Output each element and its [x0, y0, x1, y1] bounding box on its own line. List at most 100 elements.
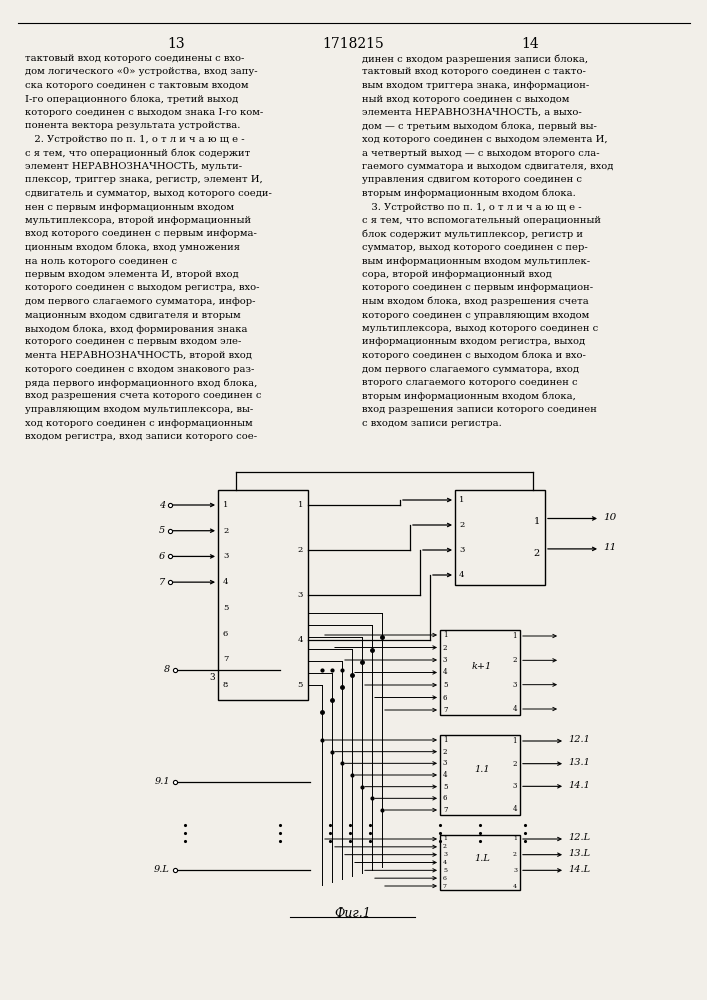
Text: 4: 4	[223, 578, 228, 586]
Text: 4: 4	[513, 805, 517, 813]
Text: с я тем, что операционный блок содержит: с я тем, что операционный блок содержит	[25, 148, 250, 158]
Text: 4: 4	[159, 500, 165, 510]
Text: сумматор, выход которого соединен с пер-: сумматор, выход которого соединен с пер-	[362, 243, 588, 252]
Text: 1.L: 1.L	[474, 854, 490, 863]
Text: ход которого соединен с выходом элемента И,: ход которого соединен с выходом элемента…	[362, 135, 607, 144]
Text: Фиг.1: Фиг.1	[334, 907, 371, 920]
Text: 6: 6	[443, 794, 448, 802]
Text: 6: 6	[223, 630, 228, 638]
Text: ционным входом блока, вход умножения: ционным входом блока, вход умножения	[25, 243, 240, 252]
Text: k+1: k+1	[472, 662, 492, 671]
Text: сдвигатель и сумматор, выход которого соеди-: сдвигатель и сумматор, выход которого со…	[25, 189, 272, 198]
Text: 3: 3	[513, 782, 517, 790]
Text: 3: 3	[209, 674, 215, 682]
Text: которого соединен с первым информацион-: которого соединен с первым информацион-	[362, 284, 593, 292]
Text: 4: 4	[298, 636, 303, 644]
Text: 2: 2	[513, 760, 517, 768]
Text: 5: 5	[223, 604, 228, 612]
Text: блок содержит мультиплексор, регистр и: блок содержит мультиплексор, регистр и	[362, 230, 583, 239]
Text: 1: 1	[443, 736, 448, 744]
Text: 13: 13	[167, 37, 185, 51]
Text: элемента НЕРАВНОЗНАЧНОСТЬ, а выхо-: элемента НЕРАВНОЗНАЧНОСТЬ, а выхо-	[362, 108, 582, 117]
Text: вход разрешения счета которого соединен с: вход разрешения счета которого соединен …	[25, 391, 262, 400]
Text: 7: 7	[443, 884, 447, 888]
Text: а четвертый выход — с выходом второго сла-: а четвертый выход — с выходом второго сл…	[362, 148, 600, 157]
Text: 1: 1	[534, 517, 540, 526]
Text: нен с первым информационным входом: нен с первым информационным входом	[25, 202, 234, 212]
Text: тактовый вход которого соединены с вхо-: тактовый вход которого соединены с вхо-	[25, 54, 245, 63]
Text: 7: 7	[223, 655, 228, 663]
Text: 4: 4	[513, 884, 517, 888]
Text: 13.L: 13.L	[568, 849, 590, 858]
Text: вым информационным входом мультиплек-: вым информационным входом мультиплек-	[362, 256, 590, 265]
Text: I-го операционного блока, третий выход: I-го операционного блока, третий выход	[25, 95, 238, 104]
Text: динен с входом разрешения записи блока,: динен с входом разрешения записи блока,	[362, 54, 588, 64]
Text: плексор, триггер знака, регистр, элемент И,: плексор, триггер знака, регистр, элемент…	[25, 176, 263, 184]
Text: дом логического «0» устройства, вход запу-: дом логического «0» устройства, вход зап…	[25, 68, 257, 77]
Text: на ноль которого соединен с: на ноль которого соединен с	[25, 256, 177, 265]
Text: с входом записи регистра.: с входом записи регистра.	[362, 418, 502, 428]
Bar	[455, 490, 545, 585]
Text: 5: 5	[443, 868, 447, 873]
Text: 3: 3	[298, 591, 303, 599]
Text: 8: 8	[223, 681, 228, 689]
Text: которого соединен с первым входом эле-: которого соединен с первым входом эле-	[25, 338, 241, 347]
Text: 3: 3	[513, 868, 517, 873]
Bar	[440, 835, 520, 890]
Text: 2: 2	[513, 656, 517, 664]
Text: вторым информационным входом блока.: вторым информационным входом блока.	[362, 189, 575, 198]
Text: ный вход которого соединен с выходом: ный вход которого соединен с выходом	[362, 95, 569, 104]
Text: которого соединен с выходом знака I-го ком-: которого соединен с выходом знака I-го к…	[25, 108, 263, 117]
Text: 1: 1	[513, 632, 517, 640]
Text: 4: 4	[443, 860, 447, 865]
Text: 4: 4	[513, 705, 517, 713]
Text: которого соединен с выходом блока и вхо-: которого соединен с выходом блока и вхо-	[362, 351, 586, 360]
Text: вторым информационным входом блока,: вторым информационным входом блока,	[362, 391, 576, 401]
Text: 14.1: 14.1	[568, 781, 590, 790]
Text: ска которого соединен с тактовым входом: ска которого соединен с тактовым входом	[25, 81, 248, 90]
Text: 5: 5	[298, 681, 303, 689]
Text: с я тем, что вспомогательный операционный: с я тем, что вспомогательный операционны…	[362, 216, 601, 225]
Text: 3: 3	[443, 656, 448, 664]
Text: мультиплексора, выход которого соединен с: мультиплексора, выход которого соединен …	[362, 324, 598, 333]
Text: 7: 7	[159, 578, 165, 587]
Text: 4: 4	[443, 668, 448, 676]
Text: ряда первого информационного вход блока,: ряда первого информационного вход блока,	[25, 378, 257, 387]
Text: 1718215: 1718215	[322, 37, 384, 51]
Text: управляющим входом мультиплексора, вы-: управляющим входом мультиплексора, вы-	[25, 405, 253, 414]
Text: 2. Устройство по п. 1, о т л и ч а ю щ е -: 2. Устройство по п. 1, о т л и ч а ю щ е…	[25, 135, 245, 144]
Text: мента НЕРАВНОЗНАЧНОСТЬ, второй вход: мента НЕРАВНОЗНАЧНОСТЬ, второй вход	[25, 351, 252, 360]
Text: 3: 3	[223, 552, 228, 560]
Bar	[218, 490, 308, 700]
Text: 14.L: 14.L	[568, 865, 590, 874]
Text: 4: 4	[459, 571, 464, 579]
Text: 12.L: 12.L	[568, 834, 590, 842]
Text: вым входом триггера знака, информацион-: вым входом триггера знака, информацион-	[362, 81, 589, 90]
Text: 1: 1	[459, 496, 464, 504]
Text: 3: 3	[443, 759, 448, 767]
Text: 2: 2	[298, 546, 303, 554]
Text: 12.1: 12.1	[568, 736, 590, 744]
Text: 10: 10	[603, 513, 617, 522]
Bar	[440, 630, 520, 715]
Text: вход разрешения записи которого соединен: вход разрешения записи которого соединен	[362, 405, 597, 414]
Text: выходом блока, вход формирования знака: выходом блока, вход формирования знака	[25, 324, 247, 334]
Text: 6: 6	[443, 694, 448, 702]
Text: 2: 2	[443, 748, 448, 756]
Text: 11: 11	[603, 543, 617, 552]
Text: которого соединен с управляющим входом: которого соединен с управляющим входом	[362, 310, 589, 320]
Text: дом первого слагаемого сумматора, вход: дом первого слагаемого сумматора, вход	[362, 364, 579, 373]
Text: гаемого сумматора и выходом сдвигателя, вход: гаемого сумматора и выходом сдвигателя, …	[362, 162, 614, 171]
Text: 7: 7	[443, 706, 448, 714]
Text: 3: 3	[443, 852, 447, 857]
Text: 1: 1	[443, 631, 448, 639]
Text: 2: 2	[443, 644, 448, 652]
Text: элемент НЕРАВНОЗНАЧНОСТЬ, мульти-: элемент НЕРАВНОЗНАЧНОСТЬ, мульти-	[25, 162, 242, 171]
Text: информационным входом регистра, выход: информационным входом регистра, выход	[362, 338, 585, 347]
Text: ным входом блока, вход разрешения счета: ным входом блока, вход разрешения счета	[362, 297, 589, 306]
Text: которого соединен с входом знакового раз-: которого соединен с входом знакового раз…	[25, 364, 255, 373]
Text: второго слагаемого которого соединен с: второго слагаемого которого соединен с	[362, 378, 578, 387]
Text: первым входом элемента И, второй вход: первым входом элемента И, второй вход	[25, 270, 239, 279]
Text: 5: 5	[443, 681, 448, 689]
Text: 3. Устройство по п. 1, о т л и ч а ю щ е -: 3. Устройство по п. 1, о т л и ч а ю щ е…	[362, 202, 582, 212]
